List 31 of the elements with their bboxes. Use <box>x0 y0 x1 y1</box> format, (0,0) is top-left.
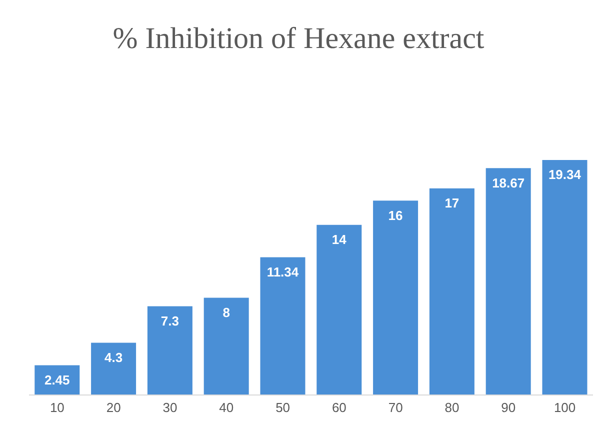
data-label: 14 <box>332 232 348 248</box>
bar <box>147 306 192 395</box>
x-tick-label: 70 <box>388 400 403 416</box>
x-tick-label: 20 <box>106 400 121 416</box>
x-tick-label: 60 <box>332 400 346 416</box>
data-label: 11.34 <box>266 264 300 280</box>
data-label: 16 <box>388 208 403 223</box>
data-label: 8 <box>222 305 230 320</box>
bar <box>486 168 531 395</box>
bar <box>91 342 136 395</box>
x-tick-label: 80 <box>444 400 460 416</box>
x-tick-label: 30 <box>162 400 178 416</box>
data-label: 19.34 <box>548 167 582 182</box>
bar <box>260 257 306 395</box>
x-tick-label: 10 <box>50 400 64 416</box>
x-tick-label: 50 <box>276 400 290 416</box>
data-label: 17 <box>444 196 460 211</box>
bar <box>429 188 474 395</box>
bar <box>34 365 80 395</box>
x-tick-label: 100 <box>554 400 576 416</box>
x-tick-label: 40 <box>219 400 234 416</box>
bar <box>373 200 418 395</box>
x-tick-label: 90 <box>501 400 516 416</box>
data-label: 4.3 <box>104 350 123 365</box>
bar <box>542 160 588 395</box>
data-label: 2.45 <box>44 372 70 388</box>
data-label: 7.3 <box>160 314 179 329</box>
bar <box>204 298 249 395</box>
chart-title: % Inhibition of Hexane extract <box>112 22 486 56</box>
data-label: 18.67 <box>492 175 525 190</box>
bar <box>316 224 362 395</box>
